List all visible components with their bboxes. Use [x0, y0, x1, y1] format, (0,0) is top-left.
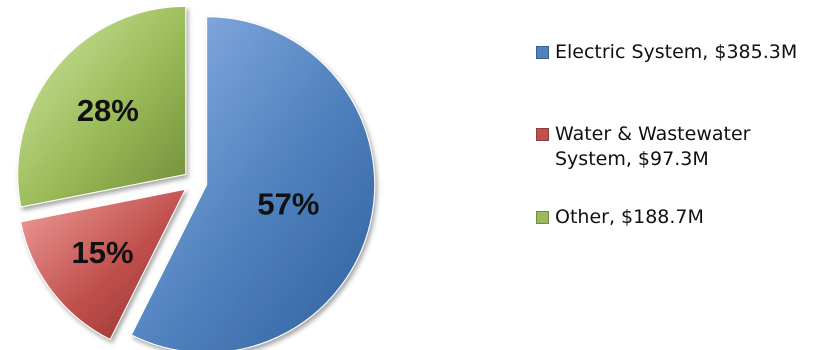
pie-slice-electric-system — [130, 16, 376, 350]
pie-label-water-wastewater: 15% — [72, 235, 134, 270]
pie-chart: 57% 15% 28% — [17, 5, 376, 350]
legend-item-water-wastewater: Water & Wastewater System, $97.3M — [536, 122, 780, 172]
legend-swatch-water-wastewater — [536, 128, 549, 141]
pie-slice-water-wastewater — [20, 188, 187, 341]
pie-label-other: 28% — [77, 93, 139, 128]
legend-swatch-electric-system — [536, 46, 549, 59]
pie-label-electric-system: 57% — [257, 187, 319, 222]
legend-item-other: Other, $188.7M — [536, 205, 810, 230]
legend-item-electric-system: Electric System, $385.3M — [536, 40, 810, 65]
legend-label-water-wastewater: Water & Wastewater System, $97.3M — [555, 123, 751, 170]
legend-swatch-other — [536, 211, 549, 224]
legend-label-other: Other, $188.7M — [555, 206, 704, 228]
legend-label-electric-system: Electric System, $385.3M — [555, 41, 798, 63]
pie-slice-other — [17, 5, 187, 208]
